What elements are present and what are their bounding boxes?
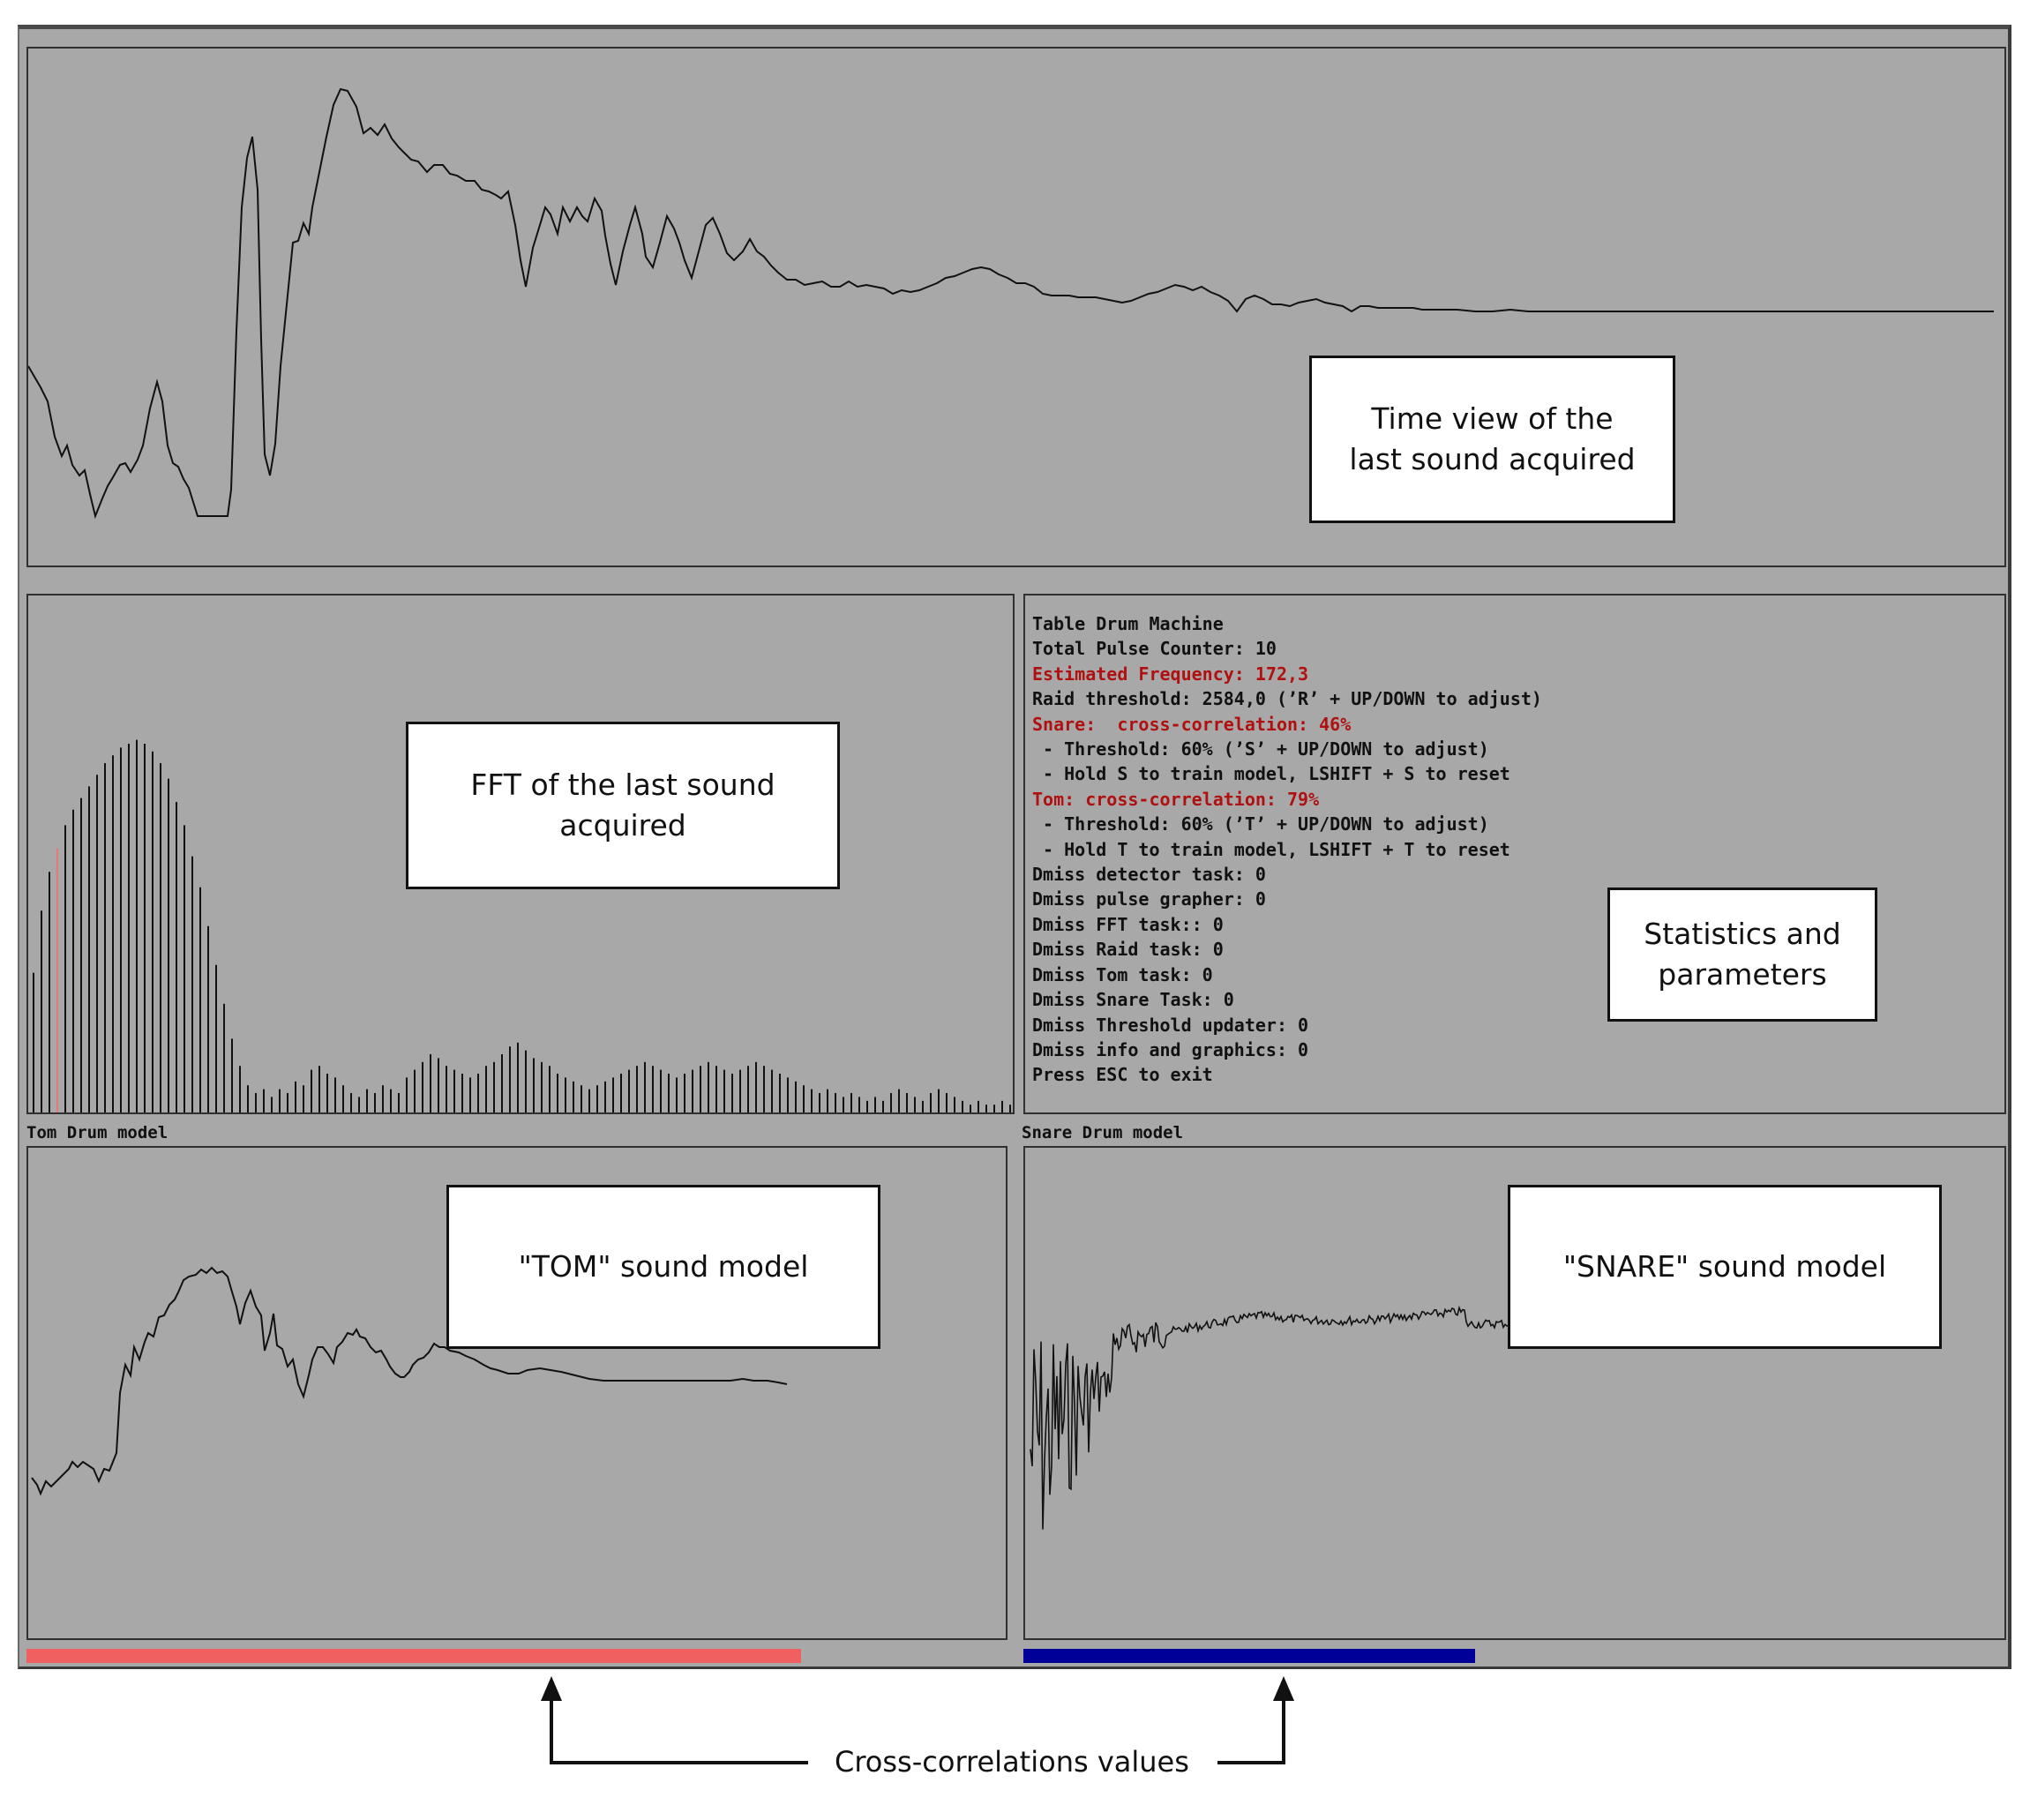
stat-line: Dmiss FFT task:: 0: [1032, 913, 1224, 935]
statistics-text: Table Drum Machine Total Pulse Counter: 1…: [1032, 611, 1542, 1088]
stat-line: Dmiss Tom task: 0: [1032, 963, 1213, 985]
tom-callout: "TOM" sound model: [446, 1185, 880, 1349]
tom-model-title: Tom Drum model: [26, 1123, 169, 1142]
stat-line: Tom: cross-correlation: 79%: [1032, 788, 1320, 810]
time-waveform: [28, 87, 1994, 520]
stat-line: Table Drum Machine: [1032, 613, 1224, 634]
tom-correlation-bar: [26, 1649, 802, 1663]
stat-line: Dmiss Raid task: 0: [1032, 939, 1224, 961]
stat-line: Press ESC to exit: [1032, 1064, 1213, 1086]
time-view-panel: [26, 47, 2006, 567]
stat-line: Dmiss pulse grapher: 0: [1032, 888, 1266, 910]
fft-panel: [26, 594, 1015, 1114]
stat-line: - Hold T to train model, LSHIFT + T to r…: [1032, 838, 1510, 860]
statistics-callout: Statistics and parameters: [1607, 888, 1877, 1022]
stat-line: Total Pulse Counter: 10: [1032, 638, 1277, 660]
time-view-callout: Time view of the last sound acquired: [1309, 356, 1675, 523]
stat-line: Dmiss info and graphics: 0: [1032, 1038, 1309, 1060]
statistics-panel: Table Drum Machine Total Pulse Counter: 1…: [1023, 594, 2006, 1114]
stat-line: Dmiss Snare Task: 0: [1032, 989, 1234, 1011]
tom-waveform: [31, 1266, 788, 1496]
stat-line: - Hold S to train model, LSHIFT + S to r…: [1032, 763, 1510, 785]
stat-line: - Threshold: 60% (’T’ + UP/DOWN to adjus…: [1032, 813, 1489, 835]
stat-line: Raid threshold: 2584,0 (’R’ + UP/DOWN to…: [1032, 688, 1542, 710]
stat-line: Estimated Frequency: 172,3: [1032, 663, 1309, 685]
cross-correlations-label: Cross-correlations values: [835, 1745, 1189, 1779]
stat-line: - Threshold: 60% (’S’ + UP/DOWN to adjus…: [1032, 738, 1489, 760]
stat-line: Dmiss Threshold updater: 0: [1032, 1014, 1309, 1036]
snare-model-title: Snare Drum model: [1022, 1123, 1184, 1142]
app-window: Table Drum Machine Total Pulse Counter: 1…: [18, 25, 2011, 1669]
fft-callout: FFT of the last sound acquired: [406, 722, 840, 889]
stat-line: Dmiss detector task: 0: [1032, 864, 1266, 886]
fft-spectrum: [33, 739, 1011, 1112]
stat-line: Snare: cross-correlation: 46%: [1032, 713, 1352, 735]
snare-correlation-bar: [1023, 1649, 1476, 1663]
snare-callout: "SNARE" sound model: [1508, 1185, 1942, 1349]
